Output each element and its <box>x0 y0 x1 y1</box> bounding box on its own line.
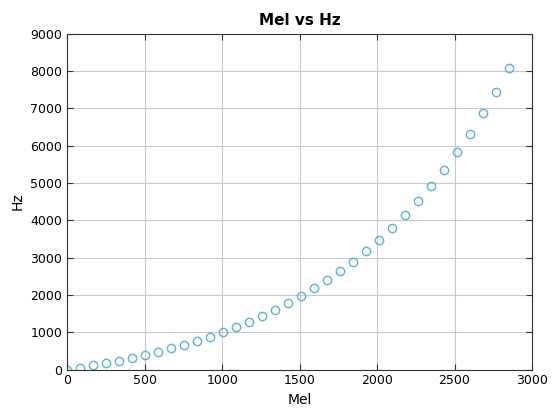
X-axis label: Mel: Mel <box>287 393 312 407</box>
Title: Mel vs Hz: Mel vs Hz <box>259 13 340 28</box>
Y-axis label: Hz: Hz <box>11 193 25 210</box>
